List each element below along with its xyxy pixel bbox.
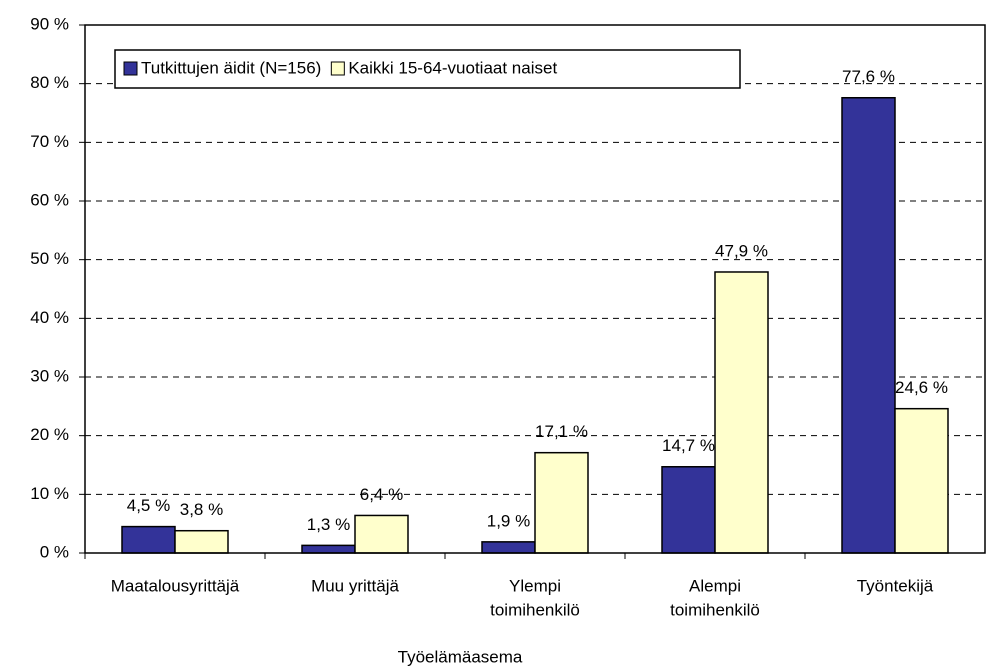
bar [661,466,716,554]
y-tick-label: 70 % [30,132,69,151]
value-label: 3,8 % [180,500,223,519]
x-tick-label: Työntekijä [857,576,934,595]
plot-border [84,24,986,554]
bar [121,525,176,554]
x-axis-title: Työelämäasema [398,647,523,666]
y-tick-label: 80 % [30,73,69,92]
y-tick-label: 90 % [30,14,69,33]
bar [354,514,409,554]
legend: Tutkittujen äidit (N=156) Kaikki 15-64-vu… [114,49,741,89]
y-tick-label: 20 % [30,425,69,444]
y-tick-label: 50 % [30,249,69,268]
bar [174,529,229,554]
x-tick-label: Muu yrittäjä [311,576,399,595]
bar [894,407,949,554]
legend-label: Kaikki 15-64-vuotiaat naiset [348,58,557,77]
value-label: 6,4 % [360,485,403,504]
value-label: 14,7 % [662,436,715,455]
value-label: 4,5 % [127,496,170,515]
x-tick-label: Maatalousyrittäjä [111,576,240,595]
y-tick-label: 30 % [30,366,69,385]
x-tick-label: Ylempi [509,576,561,595]
bar [841,96,896,554]
bar [301,544,356,554]
legend-label: Tutkittujen äidit (N=156) [141,58,321,77]
bar [481,541,536,554]
legend-box [114,49,741,89]
x-tick-label: toimihenkilö [490,600,580,619]
x-tick-label: toimihenkilö [670,600,760,619]
legend-swatch [330,61,345,76]
bar [714,271,769,554]
y-tick-label: 0 % [40,542,69,561]
bar [534,451,589,554]
value-label: 1,9 % [487,511,530,530]
x-tick-label: Alempi [689,576,741,595]
value-label: 24,6 % [895,378,948,397]
legend-swatch [123,61,138,76]
y-tick-label: 10 % [30,484,69,503]
value-label: 77,6 % [842,67,895,86]
y-tick-label: 60 % [30,190,69,209]
value-label: 17,1 % [535,422,588,441]
value-label: 1,3 % [307,515,350,534]
value-label: 47,9 % [715,241,768,260]
y-tick-label: 40 % [30,308,69,327]
